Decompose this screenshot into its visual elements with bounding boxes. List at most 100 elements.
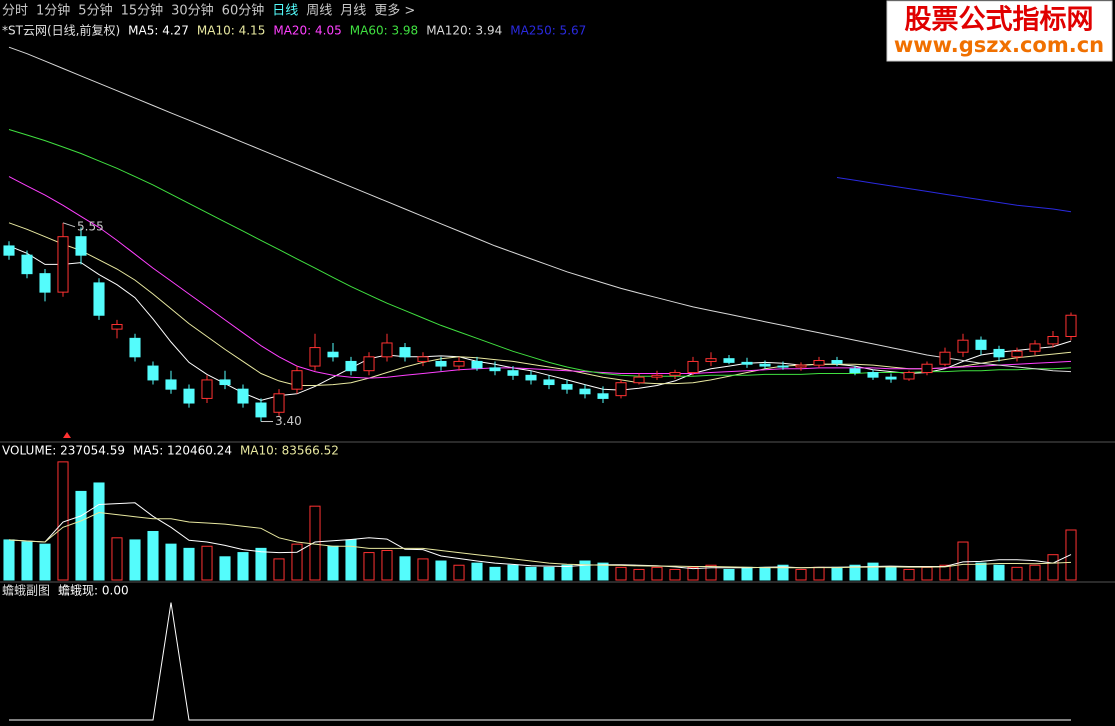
volume-bar xyxy=(273,558,285,581)
candle-body xyxy=(723,358,735,363)
candle-body xyxy=(777,365,789,368)
candle-body xyxy=(165,379,177,390)
candle-body xyxy=(579,388,591,395)
legend-item: MA20: 4.05 xyxy=(273,24,341,38)
volume-bar xyxy=(633,568,645,581)
candle-body xyxy=(471,360,483,369)
volume-ma-line xyxy=(8,511,1072,569)
candle-body xyxy=(597,393,609,399)
legend-item: MA5: 4.27 xyxy=(128,24,189,38)
volume-bar xyxy=(525,566,537,581)
candle-body xyxy=(93,282,105,316)
candle-body xyxy=(885,376,897,380)
toolbar-tab[interactable]: 5分钟 xyxy=(78,3,112,19)
toolbar-tab[interactable]: 15分钟 xyxy=(121,3,164,19)
watermark-title: 股票公式指标网 xyxy=(905,5,1094,36)
volume-bar xyxy=(1011,566,1023,581)
watermark-box xyxy=(886,0,1113,62)
volume-bar xyxy=(381,549,393,581)
candle-body xyxy=(435,360,447,367)
volume-bar xyxy=(885,566,897,581)
watermark-url: www.gszx.com.cn xyxy=(894,33,1104,57)
legend-item: 蟾蛾副图 xyxy=(2,584,50,598)
ma-line xyxy=(836,177,1072,213)
volume-bar xyxy=(363,552,375,581)
candle-body xyxy=(147,365,159,381)
candle-body xyxy=(417,356,429,362)
candle-body xyxy=(21,254,33,275)
volume-bar xyxy=(543,566,555,581)
volume-bar xyxy=(741,566,753,581)
ma-line xyxy=(8,222,1072,386)
volume-bar xyxy=(255,547,267,581)
candle-body xyxy=(543,379,555,386)
candle-body xyxy=(219,379,231,386)
marker xyxy=(63,432,71,438)
volume-bar xyxy=(651,566,663,581)
volume-bar xyxy=(309,505,321,581)
volume-bar xyxy=(39,543,51,581)
candle-body xyxy=(291,370,303,390)
candle-body xyxy=(1065,314,1077,337)
legend-item: MA10: 83566.52 xyxy=(240,444,339,458)
volume-bar xyxy=(129,539,141,581)
candle-body xyxy=(831,360,843,364)
legend-item: MA5: 120460.24 xyxy=(133,444,232,458)
toolbar-tab[interactable]: 月线 xyxy=(340,4,366,19)
candle-body xyxy=(705,358,717,362)
volume-bar xyxy=(777,564,789,581)
volume-bar xyxy=(93,482,105,581)
indicator-line xyxy=(9,602,1071,721)
candle-body xyxy=(489,367,501,372)
ma-line xyxy=(8,245,1072,401)
ma-line xyxy=(8,176,1072,379)
legend-item: *ST云网(日线,前复权) xyxy=(2,23,120,38)
volume-bar xyxy=(435,560,447,581)
volume-bar xyxy=(975,562,987,581)
volume-bar xyxy=(147,530,159,581)
volume-bar xyxy=(183,547,195,581)
candle-body xyxy=(813,360,825,366)
toolbar-tab[interactable]: 日线 xyxy=(272,4,298,19)
volume-bar xyxy=(993,564,1005,581)
candle-body xyxy=(741,361,753,365)
toolbar-tab[interactable]: 周线 xyxy=(306,4,332,19)
volume-bar xyxy=(687,566,699,581)
toolbar-tab[interactable]: 60分钟 xyxy=(222,3,265,19)
volume-bar xyxy=(111,537,123,581)
toolbar-tab[interactable]: 分时 xyxy=(2,4,28,19)
candle-body xyxy=(327,351,339,358)
candle-body xyxy=(615,382,627,397)
candle-body xyxy=(633,376,645,384)
volume-bar xyxy=(579,560,591,581)
candle-body xyxy=(957,339,969,353)
legend-item: MA10: 4.15 xyxy=(197,24,265,38)
candle-body xyxy=(975,339,987,350)
candle-body xyxy=(111,323,123,330)
toolbar-tab[interactable]: 更多 > xyxy=(374,3,415,19)
candle-body xyxy=(57,236,69,293)
candle-body xyxy=(399,347,411,358)
candle-body xyxy=(3,245,15,256)
candle-body xyxy=(525,374,537,381)
volume-bar xyxy=(237,552,249,581)
candle-body xyxy=(75,236,87,256)
legend-item: 蟾蛾现: 0.00 xyxy=(58,584,129,598)
toolbar-tab[interactable]: 30分钟 xyxy=(171,3,214,19)
candle-body xyxy=(993,348,1005,358)
volume-bar xyxy=(327,545,339,581)
volume-bar xyxy=(489,566,501,581)
candle-body xyxy=(849,368,861,374)
candle-body xyxy=(903,372,915,380)
volume-bar xyxy=(903,568,915,581)
volume-bar xyxy=(507,564,519,581)
toolbar-tab[interactable]: 1分钟 xyxy=(36,3,70,19)
volume-bar xyxy=(291,543,303,581)
volume-bar xyxy=(471,562,483,581)
volume-bar xyxy=(3,539,15,581)
volume-bar xyxy=(723,568,735,581)
volume-bar xyxy=(561,564,573,581)
legend-item: MA120: 3.94 xyxy=(426,24,502,38)
candle-body xyxy=(129,337,141,358)
